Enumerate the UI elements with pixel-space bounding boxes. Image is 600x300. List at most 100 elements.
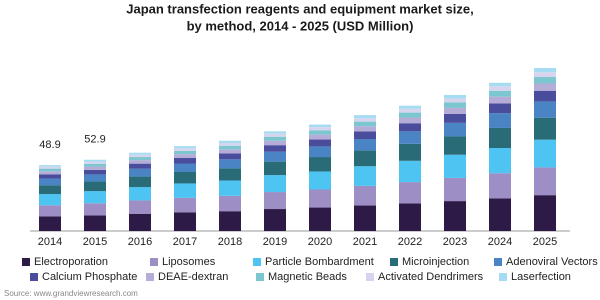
x-tick-label: 2020: [308, 236, 332, 248]
x-tick-label: 2014: [38, 236, 62, 248]
x-tick-label: 2024: [488, 236, 512, 248]
bar-segment: [174, 197, 196, 213]
bar-segment: [444, 113, 466, 123]
bar-segment: [354, 118, 376, 122]
x-tick-label: 2015: [83, 236, 107, 248]
bar-segment: [129, 163, 151, 169]
bar-segment: [309, 124, 331, 128]
bar-segment: [444, 122, 466, 137]
bar-segment: [129, 152, 151, 155]
bar-segment: [219, 159, 241, 169]
bar-segment: [489, 127, 511, 149]
chart-title: Japan transfection reagents and equipmen…: [126, 1, 474, 16]
legend-swatch: [366, 273, 374, 281]
bar-segment: [309, 146, 331, 158]
bar-segment: [264, 131, 286, 134]
x-tick-label: 2016: [128, 236, 152, 248]
bar-segment: [309, 127, 331, 131]
legend-label: Liposomes: [162, 256, 216, 268]
total-label: 48.9: [39, 139, 60, 151]
source: Source: www.grandviewresearch.com: [4, 289, 138, 298]
bar-segment: [174, 148, 196, 151]
bar-segment: [39, 205, 61, 217]
legend-swatch: [253, 258, 261, 266]
bar-segment: [489, 198, 511, 231]
bar-segment: [444, 98, 466, 103]
legend-label: Microinjection: [402, 256, 469, 268]
legend-label: Laserfection: [511, 271, 571, 283]
bar-segment: [534, 101, 556, 118]
total-label: 52.9: [84, 134, 105, 146]
x-tick-label: 2025: [533, 236, 557, 248]
x-tick-label: 2023: [443, 236, 467, 248]
bar-segment: [39, 178, 61, 186]
legend-label: DEAE-dextran: [158, 271, 228, 283]
chart-subtitle: by method, 2014 - 2025 (USD Million): [187, 18, 414, 33]
bar-segment: [174, 154, 196, 158]
bar-segment: [84, 215, 106, 231]
bar-segment: [534, 72, 556, 78]
bar-segment: [264, 145, 286, 152]
bar-segment: [399, 123, 421, 132]
bar-segment: [129, 168, 151, 177]
bar-segment: [489, 103, 511, 114]
bar-segment: [129, 187, 151, 201]
bar-segment: [219, 140, 241, 144]
bar-segment: [309, 134, 331, 140]
bar-segment: [219, 211, 241, 231]
bar-segment: [129, 200, 151, 214]
bar-segment: [39, 171, 61, 175]
bar-segment: [129, 176, 151, 188]
bar-segment: [84, 169, 106, 175]
bar-segment: [309, 157, 331, 172]
bar-segment: [84, 159, 106, 162]
bar-segment: [354, 121, 376, 127]
bar-segment: [84, 166, 106, 170]
bar-segment: [264, 192, 286, 210]
bar-segment: [399, 143, 421, 161]
bar-segment: [219, 145, 241, 150]
bar-segment: [39, 168, 61, 172]
bar-segment: [489, 82, 511, 87]
legend-swatch: [150, 258, 158, 266]
bar-segment: [264, 140, 286, 146]
bar-segment: [354, 115, 376, 119]
bar-segment: [489, 96, 511, 104]
bar-segment: [489, 148, 511, 174]
bar-segment: [174, 157, 196, 164]
bar-segment: [399, 108, 421, 113]
bar-segment: [84, 203, 106, 216]
bar-segment: [174, 163, 196, 172]
bar-segment: [534, 83, 556, 91]
bar-segment: [534, 90, 556, 102]
bar-segment: [219, 180, 241, 196]
bar-segment: [354, 150, 376, 167]
bar-segment: [174, 183, 196, 198]
bar-segment: [534, 195, 556, 231]
bar-segment: [399, 182, 421, 204]
bar-segment: [84, 163, 106, 167]
bar-segment: [129, 157, 151, 161]
bar-segment: [489, 90, 511, 97]
bar-segment: [354, 131, 376, 139]
x-tick-label: 2019: [263, 236, 287, 248]
legend-label: Activated Dendrimers: [378, 271, 484, 283]
bar-segment: [399, 112, 421, 118]
bar-segment: [399, 131, 421, 144]
bar-segment: [39, 216, 61, 231]
legend-label: Electroporation: [34, 256, 108, 268]
bar-segment: [39, 174, 61, 179]
bar-segment: [309, 130, 331, 135]
legend-swatch: [494, 258, 502, 266]
bar-segment: [84, 174, 106, 182]
bar-segment: [264, 175, 286, 193]
bar-segment: [399, 105, 421, 109]
bar-segment: [534, 77, 556, 84]
bar-segment: [219, 153, 241, 160]
bar-segment: [264, 133, 286, 137]
bar-segment: [309, 207, 331, 231]
x-tick-label: 2018: [218, 236, 242, 248]
bar-segment: [264, 161, 286, 176]
bar-segment: [309, 189, 331, 208]
